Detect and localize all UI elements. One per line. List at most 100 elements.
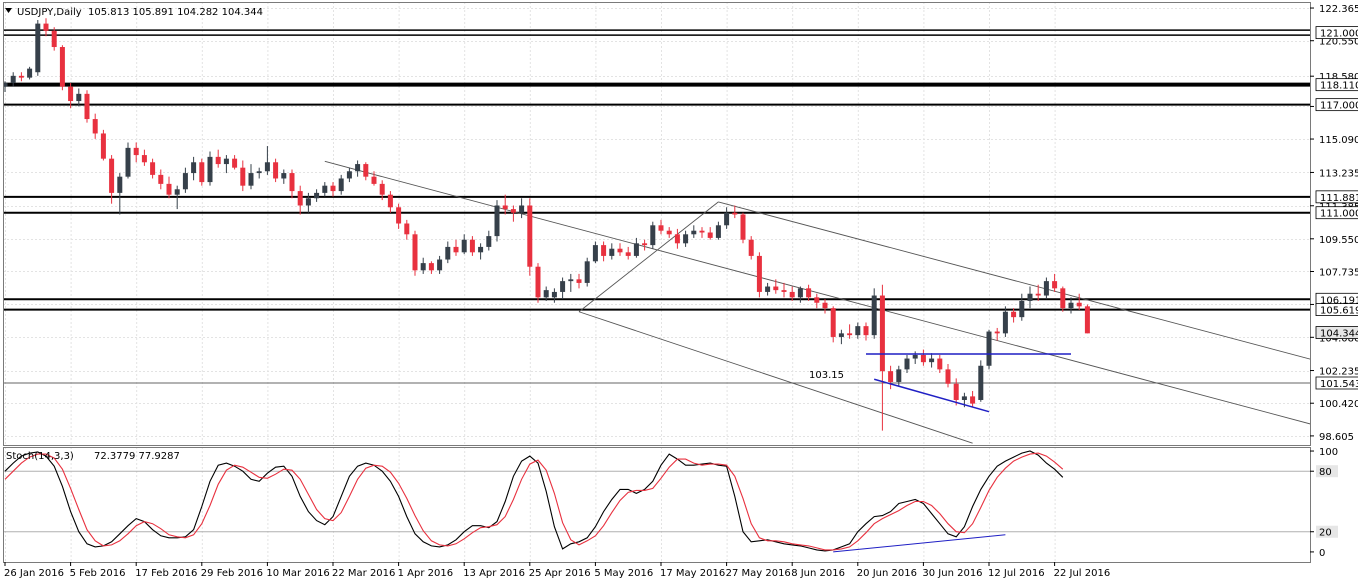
candle-bull: [551, 288, 557, 303]
level-tag-text: 121.000: [1320, 29, 1358, 40]
candle-body: [1043, 281, 1049, 296]
candle-body: [174, 189, 180, 195]
candle-bear: [43, 18, 49, 37]
channel-line: [324, 160, 1310, 425]
candle-body: [601, 245, 607, 256]
candle-body: [248, 173, 254, 186]
candle-body: [863, 326, 869, 336]
price-tick-label: 115.090: [1319, 135, 1358, 146]
time-tick-label: 22 Mar 2016: [332, 568, 395, 579]
price-annotation: 103.15: [809, 370, 844, 381]
candle-bull: [35, 20, 41, 76]
candle-body: [920, 354, 926, 363]
level-tag: 111.000: [1315, 206, 1358, 220]
candle-body: [453, 246, 459, 253]
candle-body: [822, 302, 828, 309]
candle-bull: [568, 273, 574, 292]
candle-body: [961, 396, 967, 400]
candle-body: [756, 255, 762, 292]
candle-bear: [994, 327, 1000, 341]
level-tag-text: 105.619: [1320, 306, 1358, 317]
candle-bull: [10, 72, 16, 87]
candle-bear: [625, 246, 631, 260]
candle-body: [10, 75, 16, 84]
time-tick-label: 12 Jul 2016: [988, 568, 1045, 579]
candle-bull: [929, 353, 935, 368]
candle-bull: [346, 167, 352, 183]
candle-bear: [748, 236, 754, 260]
candle-body: [182, 173, 188, 190]
main-grid: [3, 2, 1310, 445]
channel-line: [718, 201, 1310, 360]
candle-bear: [387, 191, 393, 213]
time-tick-label: 5 May 2016: [594, 568, 653, 579]
support-lines: [866, 353, 1071, 413]
candle-bull: [896, 365, 902, 386]
candle-bull: [912, 351, 918, 364]
candle-bull: [560, 277, 566, 300]
candle-body: [207, 156, 213, 183]
candle-body: [838, 333, 844, 337]
candle-body: [715, 225, 721, 238]
candle-bull: [338, 174, 344, 195]
time-tick-label: 17 May 2016: [660, 568, 725, 579]
level-tag-text: 111.000: [1320, 209, 1358, 220]
stochastic-lines: [3, 450, 1310, 553]
candle-body: [141, 155, 147, 163]
candle-body: [732, 212, 738, 215]
candle-body: [568, 279, 574, 282]
candle-bear: [789, 286, 795, 301]
candle-body: [387, 194, 393, 208]
candle-body: [765, 286, 771, 292]
time-tick-label: 8 Jun 2016: [791, 568, 845, 579]
price-tick-label: 98.605: [1319, 432, 1354, 443]
price-tick-label: 122.365: [1319, 4, 1358, 15]
candle-body: [92, 119, 98, 134]
candle-body: [510, 209, 516, 213]
candle-body: [896, 369, 902, 382]
candle-bull: [592, 241, 598, 264]
candle-body: [953, 383, 959, 400]
current-price-tag-box: [1315, 326, 1358, 339]
candle-bear: [601, 241, 607, 262]
candle-bull: [182, 167, 188, 193]
candle-body: [150, 162, 156, 175]
candle-bear: [59, 45, 65, 91]
candle-body: [35, 23, 41, 73]
candle-bear: [363, 162, 369, 181]
candle-bull: [3, 81, 8, 93]
candle-body: [592, 245, 598, 262]
candle-bear: [642, 239, 648, 251]
candle-body: [847, 333, 853, 336]
candle-bull: [207, 151, 213, 186]
level-tag-box: [1315, 190, 1358, 204]
candle-bear: [658, 219, 664, 235]
candle-bull: [420, 257, 426, 274]
candle-body: [297, 191, 303, 206]
candle-bear: [412, 230, 418, 276]
candle-bear: [166, 176, 172, 199]
candle-body: [666, 230, 672, 235]
candle-body: [199, 162, 205, 183]
candle-body: [281, 173, 287, 179]
collapse-triangle-icon[interactable]: [5, 8, 12, 13]
candle-bull: [27, 66, 33, 80]
candle-bull: [633, 237, 639, 258]
time-tick-label: 30 Jun 2016: [922, 568, 982, 579]
candle-body: [59, 47, 65, 87]
candle-bear: [732, 205, 738, 219]
candle-body: [117, 176, 123, 193]
current-price-tag: 104.344: [1315, 326, 1358, 340]
candle-bear: [879, 284, 885, 431]
candle-body: [240, 167, 246, 186]
candle-body: [18, 75, 24, 78]
candle-body: [264, 162, 270, 172]
candle-body: [428, 263, 434, 271]
candle-body: [633, 243, 639, 256]
candle-body: [76, 93, 82, 102]
candle-bull: [437, 255, 443, 274]
candle-body: [543, 290, 549, 298]
candle-bear: [822, 299, 828, 314]
candle-body: [289, 173, 295, 192]
